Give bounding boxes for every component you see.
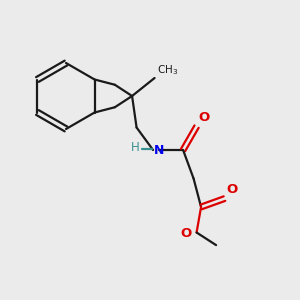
Text: N: N: [154, 143, 164, 157]
Text: CH$_3$: CH$_3$: [157, 63, 178, 76]
Text: O: O: [198, 111, 209, 124]
Text: H: H: [131, 141, 140, 154]
Text: O: O: [180, 226, 191, 240]
Text: O: O: [226, 183, 237, 196]
